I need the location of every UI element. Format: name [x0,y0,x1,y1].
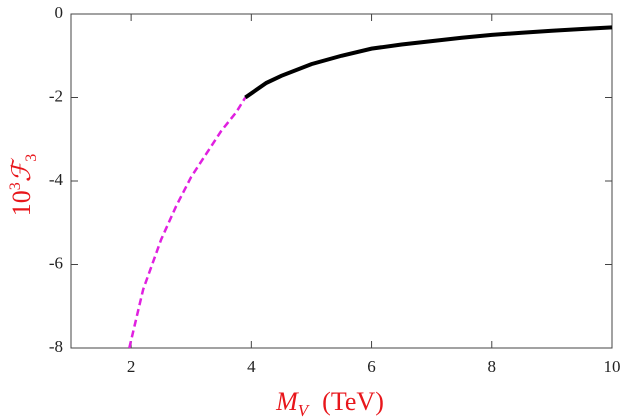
y-tick-label: -2 [49,86,63,105]
x-tick-label: 6 [367,357,376,376]
y-tick-label: 0 [55,3,64,22]
x-tick-label: 10 [604,357,621,376]
y-tick-label: -4 [49,170,64,189]
y-tick-label: -6 [49,253,63,272]
y-tick-label: -8 [49,337,63,356]
plot-frame [70,13,613,349]
x-tick-label: 4 [247,357,256,376]
x-axis-label: MV (TeV) [275,387,384,418]
x-tick-label: 8 [488,357,497,376]
line-series [244,25,613,100]
y-axis-label: 103ℱ3 [7,154,40,216]
x-tick-label: 2 [127,357,136,376]
line-series [128,96,247,349]
